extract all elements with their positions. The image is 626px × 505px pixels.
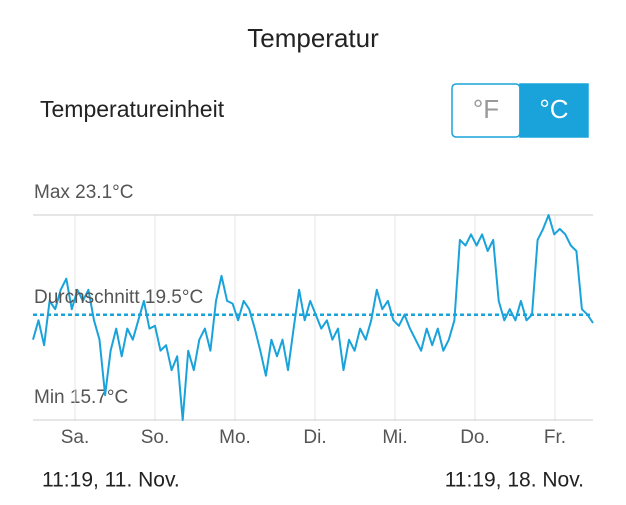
title: Temperatur (247, 23, 379, 53)
x-tick-label: Mo. (219, 427, 251, 448)
unit-option[interactable] (519, 83, 589, 138)
unit-label: Temperatureinheit (40, 96, 225, 122)
x-tick-label: Mi. (382, 427, 407, 448)
plot: Sa. So. Mo. Di. Mi. Do. Fr. (32, 214, 594, 448)
x-tick-label: Do. (460, 427, 490, 448)
unit-option-label: °F (473, 94, 499, 124)
x-tick-label: So. (141, 427, 170, 448)
unit-option-label: °C (539, 94, 568, 124)
x-tick-label: Sa. (61, 427, 90, 448)
unit-toggle: °F °C (451, 83, 589, 138)
min-label: Min 15.7°C (34, 387, 128, 408)
temperature-line (32, 214, 594, 421)
start-time: 11:19, 11. Nov. (42, 469, 180, 492)
end-time: 11:19, 18. Nov. (445, 469, 584, 492)
x-tick-label: Di. (303, 427, 326, 448)
avg-label: Durchschnitt 19.5°C (34, 287, 203, 308)
x-tick-label: Fr. (544, 427, 566, 448)
max-label: Max 23.1°C (34, 182, 133, 203)
